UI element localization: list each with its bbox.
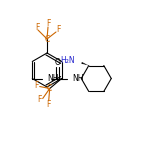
- Text: NH: NH: [47, 74, 59, 83]
- Text: F: F: [35, 22, 39, 31]
- Text: C: C: [47, 84, 52, 93]
- Text: F: F: [38, 95, 42, 104]
- Text: F: F: [47, 100, 51, 109]
- Text: F: F: [46, 19, 50, 29]
- Text: O: O: [54, 58, 60, 67]
- Text: H₂N: H₂N: [60, 56, 75, 65]
- Polygon shape: [81, 77, 82, 80]
- Text: NH: NH: [72, 74, 84, 83]
- Text: F: F: [56, 24, 60, 33]
- Text: C: C: [44, 35, 50, 43]
- Text: F: F: [35, 81, 39, 90]
